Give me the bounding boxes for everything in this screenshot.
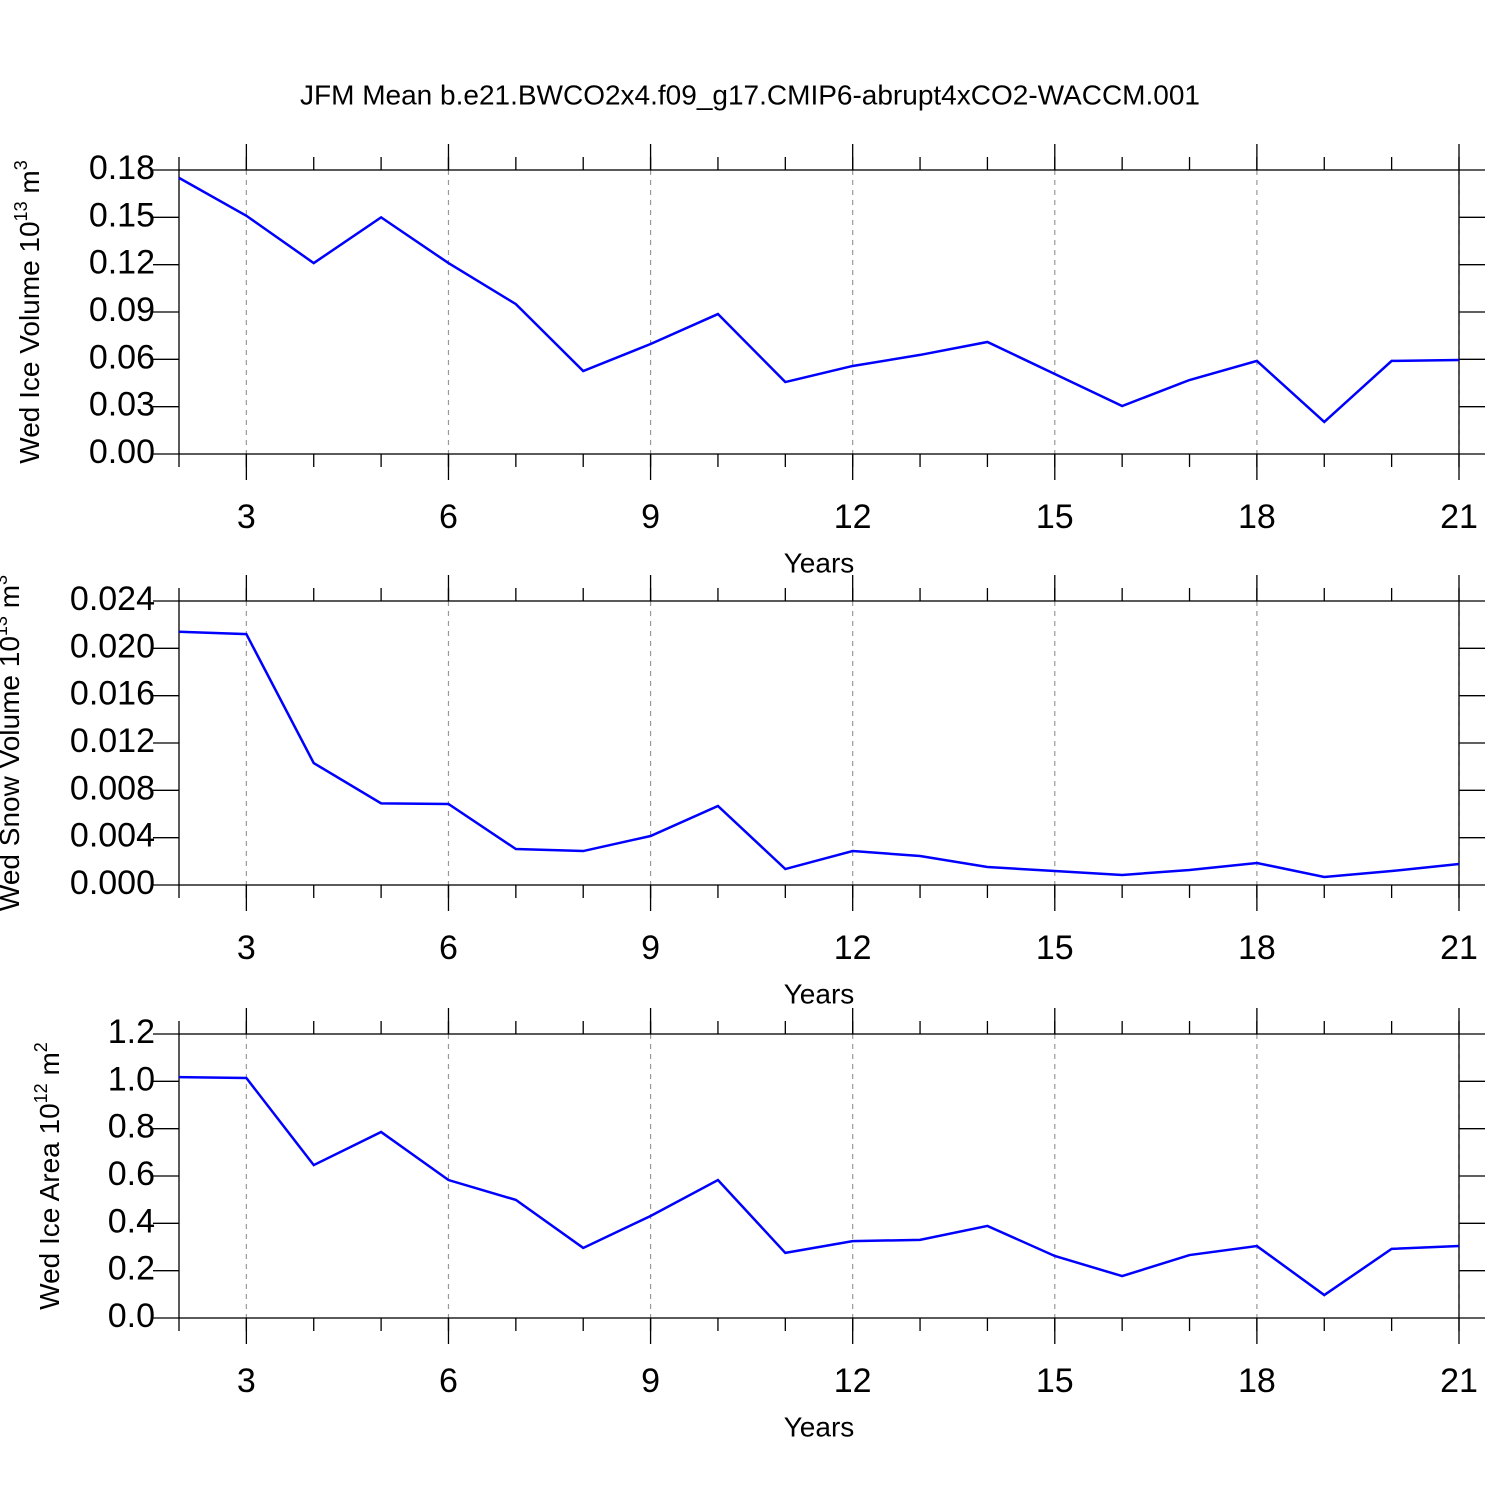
y-tick-label: 1.2 (108, 1013, 155, 1051)
data-line (178, 1075, 1460, 1297)
x-tick-label: 3 (237, 1362, 256, 1400)
y-axis-title-part: m (14, 170, 45, 201)
y-axis-title: Wed Ice Volume 1013 m3 (11, 160, 46, 463)
plot-frame (178, 1033, 1460, 1319)
y-tick-label: 0.024 (70, 580, 155, 618)
figure-title: JFM Mean b.e21.BWCO2x4.f09_g17.CMIP6-abr… (300, 79, 1200, 110)
plot-frame (178, 169, 1460, 455)
y-tick-label: 0.2 (108, 1250, 155, 1288)
x-tick-label: 12 (834, 498, 872, 536)
y-axis-title: Wed Ice Area 1012 m2 (31, 1042, 66, 1310)
x-tick-label: 12 (834, 929, 872, 967)
x-tick-label: 15 (1036, 498, 1074, 536)
y-tick-label: 0.18 (89, 149, 155, 187)
x-tick-label: 3 (237, 929, 256, 967)
y-axis-title-part: 13 (0, 616, 11, 636)
x-tick-label: 18 (1238, 1362, 1276, 1400)
y-tick-label: 1.0 (108, 1060, 155, 1098)
x-axis-title: Years (784, 1411, 855, 1442)
plot-frame (178, 600, 1460, 886)
y-axis-title-part: 3 (0, 575, 11, 585)
y-tick-label: 0.12 (89, 244, 155, 282)
y-tick-label: 0.06 (89, 338, 155, 376)
x-tick-label: 6 (439, 498, 458, 536)
data-line (178, 630, 1460, 879)
y-axis-title: Wed Snow Volume 1013 m3 (0, 575, 25, 911)
x-tick-label: 18 (1238, 929, 1276, 967)
data-line (178, 176, 1460, 424)
y-tick-label: 0.012 (70, 722, 155, 760)
x-tick-label: 9 (641, 1362, 660, 1400)
y-axis-title-part: Wed Snow Volume 10 (0, 636, 25, 911)
y-tick-label: 0.008 (70, 769, 155, 807)
y-tick-label: 0.15 (89, 196, 155, 234)
x-tick-label: 18 (1238, 498, 1276, 536)
y-axis-title-part: 3 (11, 160, 31, 170)
y-tick-label: 0.004 (70, 817, 155, 855)
x-tick-label: 3 (237, 498, 256, 536)
y-axis-title-part: 13 (11, 201, 31, 221)
x-tick-label: 6 (439, 1362, 458, 1400)
y-tick-label: 0.09 (89, 291, 155, 329)
y-axis-title-part: Wed Ice Volume 10 (14, 221, 45, 463)
y-axis-title-part: 12 (31, 1083, 51, 1103)
y-tick-label: 0.020 (70, 627, 155, 665)
y-tick-label: 0.0 (108, 1297, 155, 1335)
y-axis-title-part: m (0, 585, 25, 616)
y-tick-label: 0.6 (108, 1155, 155, 1193)
x-tick-label: 9 (641, 929, 660, 967)
x-tick-label: 21 (1440, 498, 1478, 536)
y-tick-label: 0.4 (108, 1202, 155, 1240)
y-tick-label: 0.016 (70, 675, 155, 713)
x-axis-title: Years (784, 978, 855, 1009)
x-tick-label: 12 (834, 1362, 872, 1400)
y-axis-title-part: m (34, 1052, 65, 1083)
x-tick-label: 21 (1440, 1362, 1478, 1400)
x-tick-label: 15 (1036, 1362, 1074, 1400)
y-tick-label: 0.8 (108, 1108, 155, 1146)
x-tick-label: 9 (641, 498, 660, 536)
y-tick-label: 0.000 (70, 864, 155, 902)
x-tick-label: 21 (1440, 929, 1478, 967)
y-tick-label: 0.03 (89, 386, 155, 424)
y-tick-label: 0.00 (89, 433, 155, 471)
x-tick-label: 15 (1036, 929, 1074, 967)
y-axis-title-part: Wed Ice Area 10 (34, 1103, 65, 1310)
x-axis-title: Years (784, 547, 855, 578)
x-tick-label: 6 (439, 929, 458, 967)
y-axis-title-part: 2 (31, 1042, 51, 1052)
